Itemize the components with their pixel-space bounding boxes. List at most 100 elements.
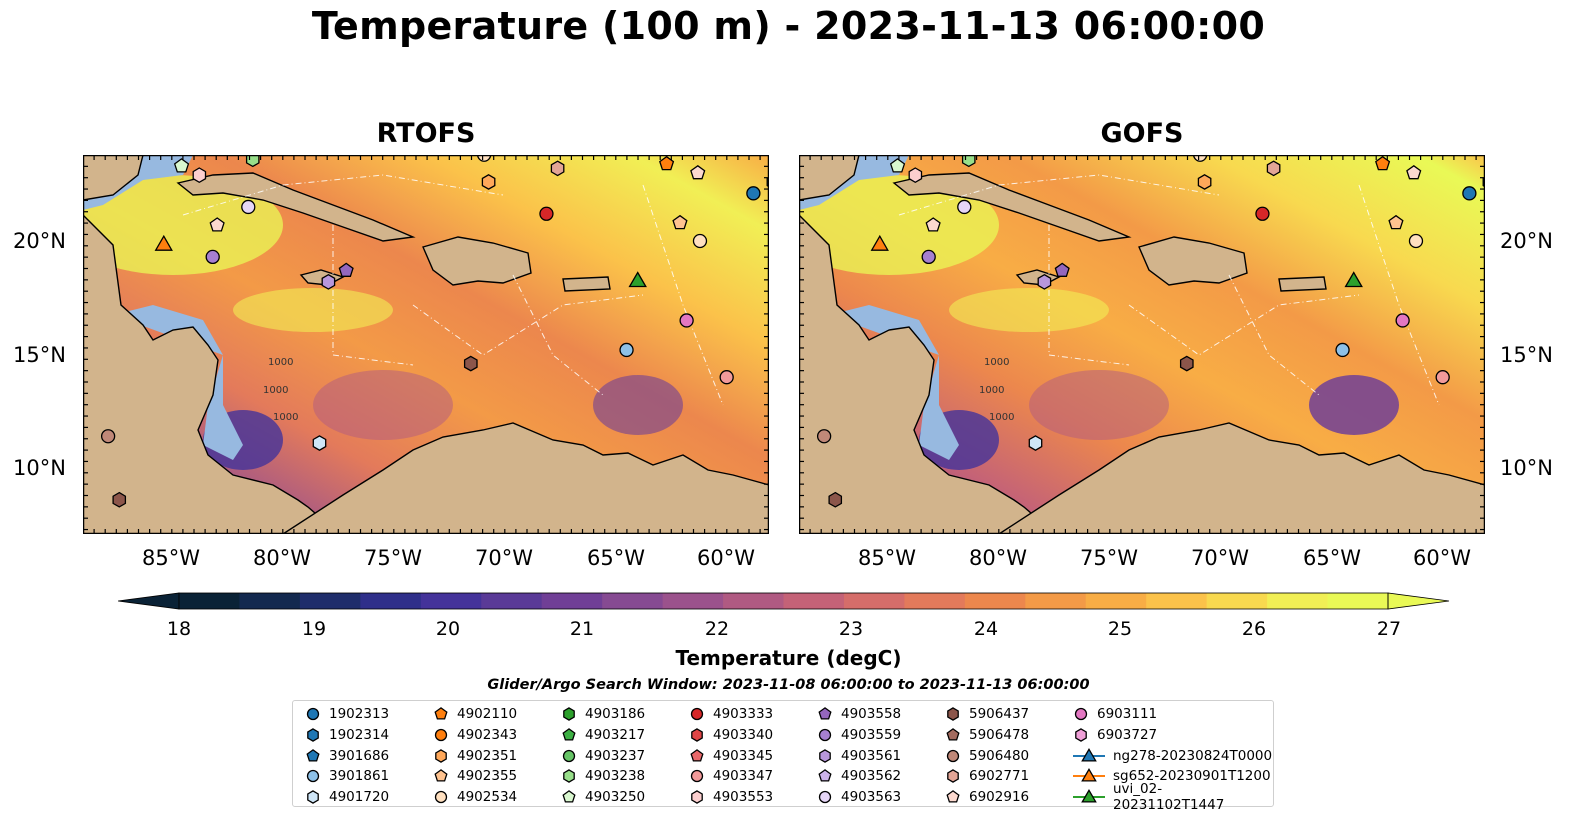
colorbar-tick-label: 26	[1241, 618, 1267, 640]
legend-label: 4903562	[841, 768, 902, 785]
legend-entry: 4902355	[433, 767, 517, 785]
lon-tick-label-0: 85°W	[142, 546, 200, 570]
float-marker	[1255, 206, 1270, 221]
contour-label: 1000	[989, 412, 1014, 423]
float-marker	[828, 491, 843, 508]
float-marker	[816, 429, 832, 444]
legend-label: 4903340	[713, 726, 774, 743]
legend-label: 4903217	[585, 726, 646, 743]
colorbar	[118, 592, 1450, 610]
legend-label: 4903333	[713, 706, 774, 722]
colorbar-bin	[1267, 593, 1329, 609]
land-cuba	[892, 172, 1132, 242]
float-marker	[173, 158, 190, 173]
float-marker	[312, 435, 327, 451]
float-marker	[100, 429, 116, 444]
legend-entry: 4903340	[689, 726, 773, 744]
legend-entry: 4902534	[433, 788, 517, 806]
eez-boundary	[898, 174, 1220, 216]
map-canvas: 1000 1000 1000	[799, 155, 1485, 534]
float-marker	[205, 249, 220, 265]
hexagon-icon	[307, 790, 319, 805]
float-marker	[1462, 186, 1477, 201]
legend-label: 4903561	[841, 747, 902, 764]
hexagon-icon	[435, 748, 447, 763]
lon-tick-label-0: 85°W	[858, 546, 916, 570]
float-marker	[1197, 174, 1212, 190]
legend-entry: 4903237	[561, 747, 645, 765]
contour-label: 1000	[263, 385, 288, 396]
float-marker	[477, 155, 492, 162]
continental-shelf	[829, 305, 959, 460]
lon-tick-label-3: 70°W	[1191, 546, 1249, 570]
circle-icon	[690, 770, 704, 783]
circle-icon	[434, 728, 448, 741]
pentagon-icon	[946, 790, 960, 803]
panel-title-rtofs: RTOFS	[376, 118, 476, 149]
colorbar-outline	[178, 592, 1389, 610]
float-marker	[690, 165, 706, 180]
float-marker	[463, 355, 478, 372]
float-marker	[1179, 355, 1194, 372]
float-marker	[679, 313, 694, 328]
panel-title-gofs: GOFS	[1100, 118, 1184, 149]
land-florida	[799, 155, 860, 201]
search-window-caption: Glider/Argo Search Window: 2023-11-08 06…	[487, 677, 1090, 693]
float-marker	[659, 155, 675, 171]
map-canvas: 1000 1000 1000	[83, 155, 769, 534]
legend-label: 5906480	[969, 747, 1030, 764]
legend-label: sg652-20230901T1200	[1113, 768, 1271, 785]
eez-boundary	[642, 184, 724, 406]
triangle-icon	[1081, 789, 1097, 803]
glider-marker	[628, 271, 647, 288]
axis-frame	[83, 155, 769, 534]
colorbar-bin	[1025, 593, 1087, 609]
lon-tick-label-1: 80°W	[253, 546, 311, 570]
colorbar-bin	[783, 593, 845, 609]
legend-label: 4903347	[713, 768, 774, 785]
float-marker	[241, 199, 256, 215]
legend-label: 6902771	[969, 768, 1030, 785]
legend-label: 4903250	[585, 789, 646, 806]
axis-frame	[799, 155, 1485, 534]
lat-tick-label-2: 10°N	[1500, 456, 1553, 480]
lon-tick-label-2: 75°W	[364, 546, 422, 570]
cool-region	[313, 370, 453, 440]
lon-tick-label-5: 60°W	[697, 546, 755, 570]
lon-tick-label-5: 60°W	[1413, 546, 1471, 570]
hexagon-icon	[691, 727, 703, 742]
float-marker	[112, 491, 127, 508]
float-marker	[1028, 435, 1043, 451]
float-marker	[746, 186, 761, 201]
legend-entry: 4903563	[817, 788, 901, 806]
warm-region	[949, 288, 1109, 332]
legend-entry: 4902110	[433, 705, 517, 723]
legend-entry: 4903553	[689, 788, 773, 806]
lat-tick-label-0: 20°N	[13, 229, 66, 253]
glider-marker	[154, 234, 173, 251]
colorbar-tick-label: 18	[166, 618, 192, 640]
legend-entry: 5906437	[945, 705, 1029, 723]
legend-label: 4903553	[713, 789, 774, 806]
figure-title: Temperature (100 m) - 2023-11-13 06:00:0…	[311, 4, 1266, 48]
pentagon-icon	[946, 727, 960, 741]
colorbar-tick-label: 20	[435, 618, 461, 640]
hexagon-icon	[691, 790, 703, 805]
legend-entry: 3901686	[305, 747, 389, 765]
float-marker	[1395, 313, 1410, 328]
legend-label: 4903238	[585, 768, 646, 785]
legend-entry: sg652-20230901T1200	[1073, 767, 1271, 785]
legend-entry: 4902343	[433, 726, 517, 744]
hexagon-icon	[947, 707, 959, 721]
colorbar-bin	[843, 593, 905, 609]
colorbar-bin	[662, 593, 724, 609]
float-marker	[1335, 342, 1350, 358]
lon-tick-label-4: 65°W	[1303, 546, 1361, 570]
eez-boundary	[512, 274, 604, 396]
lon-tick-label-4: 65°W	[587, 546, 645, 570]
eez-boundary	[1048, 225, 1130, 366]
float-marker	[550, 160, 565, 177]
cool-region	[593, 375, 683, 435]
float-marker	[921, 249, 936, 265]
colorbar-bin	[602, 593, 664, 609]
